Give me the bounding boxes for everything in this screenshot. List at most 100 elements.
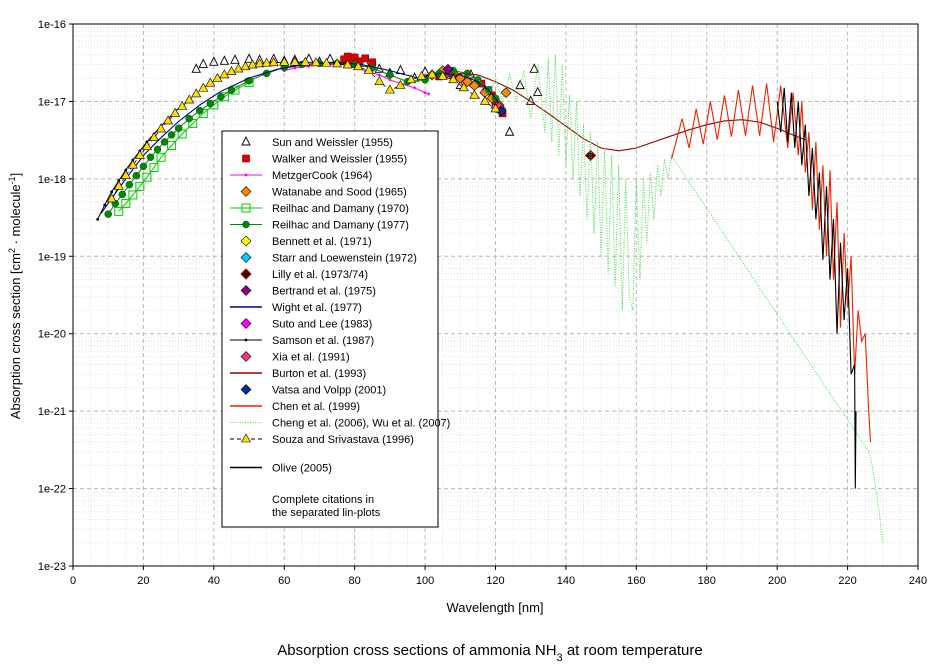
x-tick-label: 240 [909, 575, 927, 587]
x-tick-label: 0 [70, 575, 76, 587]
legend-entry-18: Souza and Srivastava (1996) [230, 433, 414, 446]
y-axis-label: Absorption cross section [cm2 · molecule… [7, 173, 23, 419]
series-8 [584, 149, 597, 162]
data-point [230, 54, 240, 64]
data-point [121, 199, 131, 209]
series-16 [670, 83, 872, 443]
legend-label: Wight et al. (1977) [272, 302, 362, 314]
legend-swatch-marker [240, 186, 252, 197]
x-tick-label: 140 [557, 575, 575, 587]
data-point [584, 149, 597, 162]
legend-label: Bennett et al. (1971) [272, 236, 372, 248]
legend-label: Vatsa and Volpp (2001) [272, 385, 386, 397]
data-point [219, 69, 230, 79]
data-point [423, 91, 427, 95]
y-tick-label: 1e-23 [38, 561, 66, 573]
series-line [477, 54, 884, 543]
series-layer [96, 52, 884, 543]
legend-label: Bertrand et al. (1975) [272, 286, 376, 298]
legend-label: Xia et al. (1991) [272, 352, 350, 364]
data-point [395, 80, 406, 89]
data-point [427, 69, 438, 79]
data-point [244, 53, 254, 63]
x-tick-label: 160 [627, 575, 645, 587]
legend-label: Burton et al. (1993) [272, 368, 366, 380]
y-tick-label: 1e-21 [38, 406, 66, 418]
data-point [226, 66, 237, 76]
x-tick-label: 200 [768, 575, 786, 587]
y-tick-label: 1e-16 [38, 19, 66, 31]
data-point [127, 159, 138, 169]
legend-swatch-marker [244, 338, 248, 342]
data-point [142, 172, 152, 182]
data-point [268, 57, 279, 67]
legend-label: Souza and Srivastava (1996) [272, 434, 414, 446]
series-line [670, 83, 872, 443]
data-point [448, 74, 459, 84]
data-point [386, 71, 394, 79]
legend-entry-1: Walker and Weissler (1955) [242, 154, 407, 166]
data-point [117, 179, 121, 182]
legend-swatch-marker [240, 351, 252, 362]
data-point [191, 63, 201, 73]
legend-entry-5: Reilhac and Damany (1977) [230, 220, 409, 232]
data-point [134, 149, 145, 159]
data-point [413, 86, 416, 90]
data-point [342, 59, 353, 69]
series-line [776, 87, 857, 489]
series-line [442, 72, 806, 152]
data-point [240, 61, 251, 71]
x-tick-label: 220 [838, 575, 856, 587]
legend-swatch-marker [242, 154, 250, 163]
data-point [377, 73, 381, 77]
legend-label: MetzgerCook (1964) [272, 170, 372, 182]
data-point [405, 74, 417, 84]
legend-swatch-marker [244, 173, 248, 177]
series-19 [776, 87, 857, 489]
x-tick-label: 80 [349, 575, 361, 587]
legend-entry-12: Samson et al. (1987) [230, 335, 374, 347]
data-point [177, 100, 188, 110]
legend-label: Reilhac and Damany (1977) [272, 220, 409, 232]
legend: Sun and Weissler (1955) Walker and Weissl… [221, 130, 450, 528]
legend-swatch-marker [240, 433, 252, 443]
legend-note-line-1: Complete citations in [272, 494, 374, 506]
legend-label: Walker and Weissler (1955) [272, 154, 407, 166]
legend-entry-2: MetzgerCook (1964) [230, 170, 372, 182]
data-point [361, 54, 370, 63]
legend-swatch-marker [240, 384, 252, 395]
axis-ticks: 0 20 40 60 80 100 120 140 160 180 200 220 240 1e-23 1e… [38, 19, 927, 587]
data-point [114, 206, 124, 216]
data-point [388, 78, 392, 82]
data-point [184, 94, 195, 104]
legend-label: Reilhac and Damany (1970) [272, 203, 409, 215]
series-17 [477, 54, 884, 543]
x-tick-label: 60 [278, 575, 290, 587]
data-point [135, 181, 145, 191]
data-point [191, 88, 202, 98]
data-point [479, 95, 490, 105]
legend-entry-13: Xia et al. (1991) [240, 351, 350, 364]
y-tick-label: 1e-22 [38, 484, 66, 496]
data-point [96, 217, 100, 221]
data-point [156, 152, 166, 162]
data-point [160, 138, 169, 146]
data-point [110, 190, 114, 194]
y-tick-label: 1e-18 [38, 174, 66, 186]
data-point [529, 63, 539, 73]
data-point [148, 132, 159, 142]
data-point [103, 203, 107, 207]
data-point [170, 107, 181, 117]
series-18 [106, 56, 501, 203]
legend-label: Chen et al. (1999) [272, 401, 360, 413]
data-point [153, 145, 162, 154]
data-point [416, 70, 427, 80]
data-point [363, 65, 374, 74]
legend-entry-4: Reilhac and Damany (1970) [230, 203, 409, 215]
data-point [490, 103, 501, 113]
data-point [374, 76, 385, 85]
legend-label: Watanabe and Sood (1965) [272, 187, 407, 199]
x-tick-label: 120 [486, 575, 504, 587]
data-point [141, 141, 152, 151]
